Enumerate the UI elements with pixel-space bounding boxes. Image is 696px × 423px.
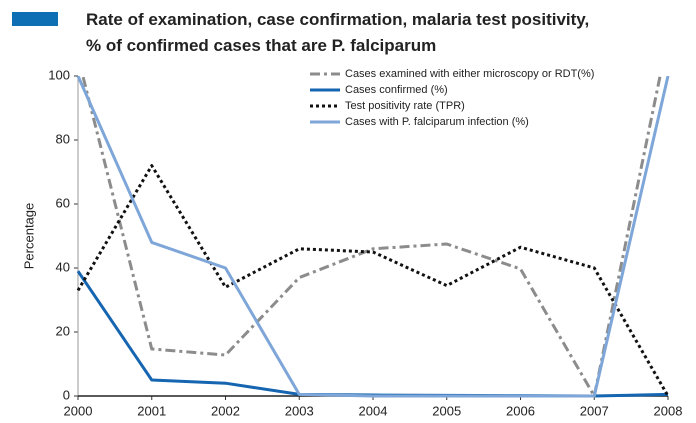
y-tick-label: 80 [56,131,70,146]
x-tick-label: 2006 [506,403,535,418]
legend-label: Cases examined with either microscopy or… [345,68,594,80]
legend-label: Test positivity rate (TPR) [345,100,465,112]
y-tick-label: 60 [56,195,70,210]
y-tick-label: 0 [63,387,70,402]
y-tick-label: 100 [48,67,70,82]
legend-label: Cases confirmed (%) [345,84,448,96]
series-line [76,76,670,398]
legend-label: Cases with P. falciparum infection (%) [345,116,529,128]
x-tick-label: 2000 [64,403,93,418]
series-line [76,164,670,397]
y-tick-label: 40 [56,259,70,274]
chart-subtitle: % of confirmed cases that are P. falcipa… [86,36,436,55]
chart-title: Rate of examination, case confirmation, … [86,10,589,29]
x-tick-label: 2007 [580,403,609,418]
header-block [12,12,58,26]
series-line [81,76,662,398]
x-tick-label: 2001 [137,403,166,418]
x-tick-label: 2004 [359,403,388,418]
x-tick-label: 2002 [211,403,240,418]
x-tick-label: 2008 [654,403,683,418]
plot-area [76,76,670,398]
y-tick-label: 20 [56,323,70,338]
x-tick-label: 2003 [285,403,314,418]
y-axis-label: Percentage [21,203,36,270]
x-tick-label: 2005 [432,403,461,418]
series-line [76,270,669,398]
